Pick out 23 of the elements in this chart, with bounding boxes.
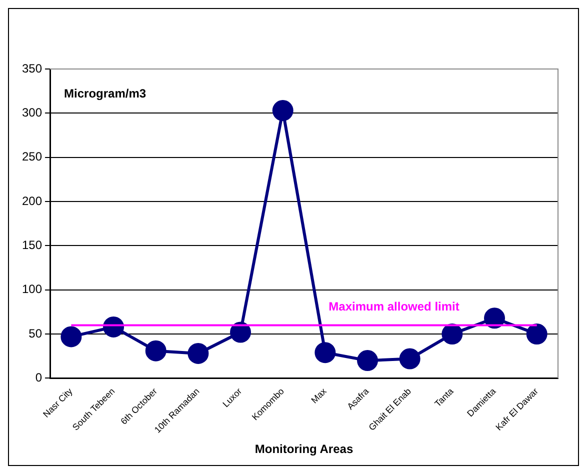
x-tick-label: Max (309, 386, 329, 406)
point (145, 340, 166, 362)
y-axis-title: Microgram/m3 (64, 86, 146, 100)
y-tick-label: 200 (22, 194, 42, 208)
y-tick-label: 300 (22, 105, 42, 120)
point (60, 326, 82, 348)
y-tick-label: 0 (35, 370, 42, 385)
ref-line-label: Maximum allowed limit (328, 300, 460, 314)
point (188, 342, 209, 364)
y-tick-label: 100 (22, 282, 42, 296)
y-tick-label: 150 (22, 238, 42, 252)
point (399, 348, 420, 370)
x-axis-title: Monitoring Areas (254, 442, 354, 456)
point (230, 322, 252, 343)
y-tick-label: 50 (28, 326, 42, 340)
point (272, 100, 294, 122)
point (442, 324, 463, 345)
point (314, 342, 336, 364)
point (484, 308, 506, 329)
y-tick-label: 350 (22, 61, 42, 76)
y-tick-label: 250 (22, 150, 42, 164)
point (357, 350, 378, 372)
point (526, 324, 548, 345)
